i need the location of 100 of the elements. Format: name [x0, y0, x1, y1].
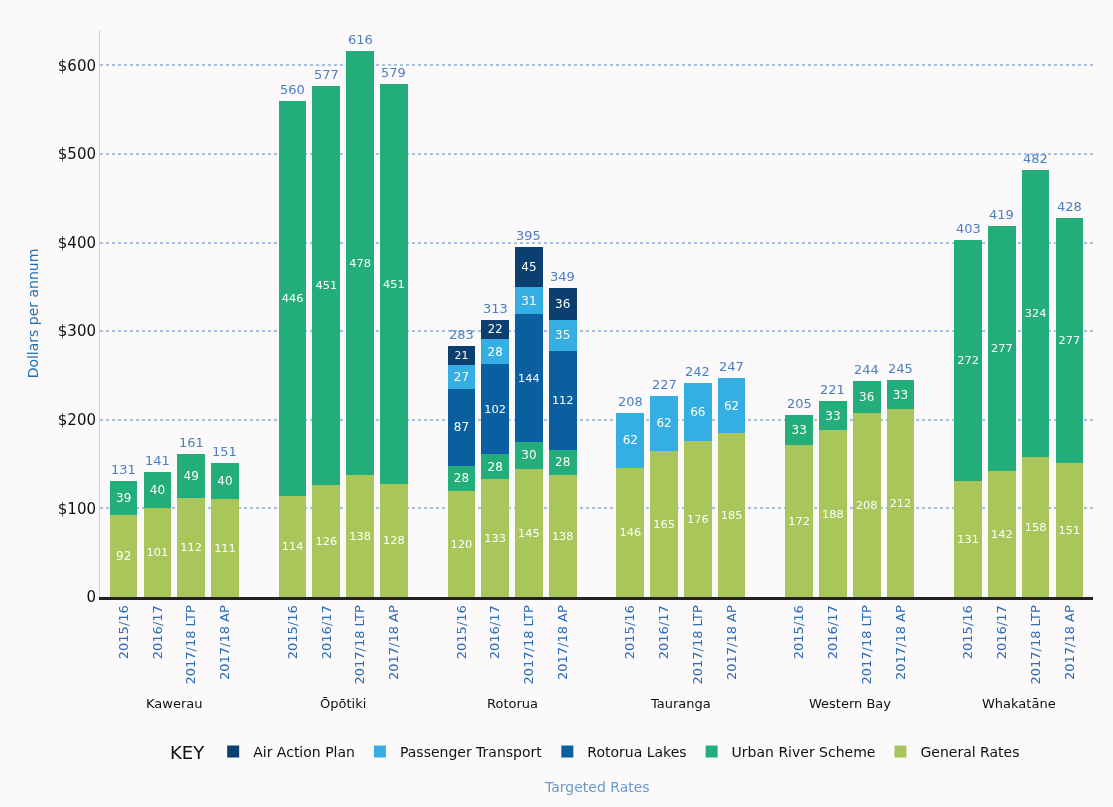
x-tick-label: 2016/17	[149, 605, 165, 660]
x-tick-label: 2015/16	[115, 605, 131, 660]
data-label: 188	[822, 506, 844, 521]
data-label: 133	[484, 530, 507, 545]
data-label: 39	[116, 491, 132, 506]
bar	[785, 444, 813, 597]
y-tick-label: $100	[57, 499, 96, 518]
data-label: 126	[315, 533, 338, 548]
bar	[683, 441, 712, 597]
bar	[548, 350, 577, 450]
legend-label: Rotorua Lakes	[587, 743, 687, 760]
legend-label: Air Action Plan	[253, 743, 355, 760]
legend-title: KEY	[170, 742, 206, 764]
data-label: 30	[521, 448, 537, 463]
total-label: 245	[888, 361, 913, 376]
legend-label: Urban River Scheme	[731, 743, 876, 760]
data-label: 66	[690, 404, 706, 419]
data-label: 27	[453, 369, 470, 384]
bar	[785, 415, 813, 445]
data-label: 277	[1058, 333, 1081, 348]
x-tick-label: 2017/18 LTP	[352, 605, 368, 685]
bar	[548, 287, 577, 320]
total-label: 560	[280, 82, 305, 97]
bar	[481, 454, 510, 480]
bar	[312, 85, 341, 486]
y-tick-label: $300	[57, 322, 96, 341]
data-label: 62	[723, 398, 740, 413]
bar	[515, 314, 543, 442]
data-label: 176	[686, 511, 709, 526]
text: Targeted Rates	[544, 779, 650, 795]
data-label: 165	[653, 516, 675, 531]
bar	[650, 450, 678, 597]
y-tick-label: $500	[57, 145, 96, 164]
bar	[1055, 463, 1084, 597]
data-label: 62	[622, 433, 638, 448]
y-tick-label: $600	[57, 56, 96, 75]
x-tick-label: 2015/16	[622, 605, 638, 660]
data-label: 112	[551, 393, 574, 408]
data-label: 478	[349, 255, 371, 270]
bar	[515, 247, 543, 287]
x-tick-label: 2017/18 AP	[386, 605, 402, 681]
x-tick-label: 2017/18 LTP	[521, 605, 537, 685]
y-tick-label: 0	[86, 588, 96, 607]
bar	[143, 472, 172, 508]
bar	[346, 474, 374, 597]
data-label: 185	[720, 507, 743, 522]
data-label: 36	[859, 389, 875, 404]
data-label: 451	[383, 276, 405, 291]
data-label: 212	[889, 495, 912, 510]
x-tick-label: 2017/18 LTP	[858, 605, 874, 685]
data-label: 146	[619, 525, 642, 540]
bar	[819, 430, 847, 597]
data-label: 35	[555, 328, 571, 343]
x-tick-label: 2017/18 LTP	[183, 605, 199, 685]
bar	[1055, 217, 1084, 464]
bar	[515, 468, 543, 597]
data-label: 22	[487, 322, 503, 337]
data-label: 138	[349, 528, 371, 543]
total-label: 577	[314, 67, 339, 82]
bar	[380, 84, 408, 484]
x-tick-label: 2016/17	[825, 605, 841, 660]
x-tick-label: 2016/17	[994, 605, 1010, 660]
x-tick-label: 2017/18 AP	[554, 605, 570, 681]
data-label: 446	[281, 291, 304, 306]
bar	[346, 51, 374, 475]
data-label: 28	[487, 344, 503, 359]
bar	[278, 100, 307, 496]
data-label: 49	[183, 469, 199, 484]
bar	[177, 497, 206, 597]
bar	[683, 382, 712, 442]
x-tick-label: 2015/16	[453, 605, 469, 660]
data-label: 33	[825, 408, 841, 423]
data-label: 40	[217, 473, 233, 488]
x-tick-label: 2017/18 LTP	[1027, 605, 1043, 685]
data-label: 114	[281, 539, 304, 554]
total-label: 221	[820, 382, 845, 397]
bar	[481, 339, 510, 364]
data-label: 28	[453, 471, 470, 486]
bar	[109, 515, 138, 597]
data-label: 142	[990, 526, 1013, 541]
bar	[447, 388, 476, 466]
text: Western Bay	[809, 696, 892, 711]
bar	[278, 496, 307, 597]
text: Tauranga	[650, 696, 711, 711]
bar	[548, 319, 577, 351]
bar	[616, 412, 645, 468]
data-label: 451	[315, 278, 338, 293]
total-label: 247	[719, 359, 744, 374]
bar	[616, 467, 645, 597]
text: Ōpōtiki	[320, 696, 367, 711]
x-tick-label: 2015/16	[960, 605, 976, 660]
data-label: 87	[453, 420, 470, 435]
y-tick-label: $200	[57, 411, 96, 430]
legend-label: General Rates	[920, 743, 1020, 760]
data-label: 28	[555, 455, 571, 470]
data-label: 111	[214, 540, 236, 555]
bar	[380, 483, 408, 597]
data-label: 21	[454, 349, 469, 363]
bar	[954, 239, 982, 481]
data-label: 128	[383, 533, 405, 548]
